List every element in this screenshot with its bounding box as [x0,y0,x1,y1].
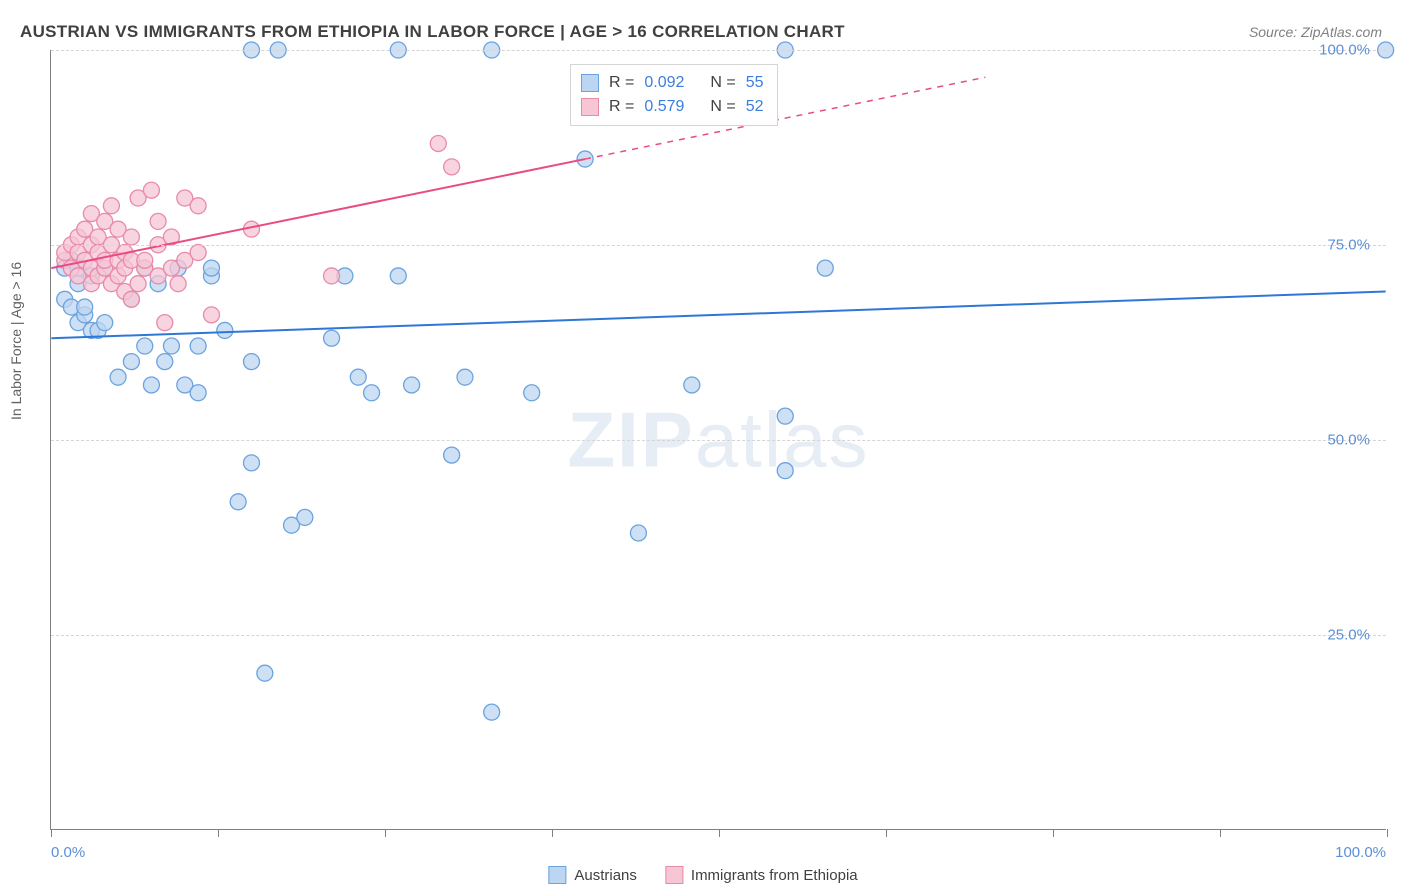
point-austrian [390,268,406,284]
point-austrian [143,377,159,393]
point-austrian [244,354,260,370]
point-austrian [157,354,173,370]
r-prefix: R = [609,74,634,92]
x-tick-label: 100.0% [1335,844,1386,861]
grid-line [51,440,1386,441]
legend-swatch-ethiopians [665,866,683,884]
y-tick-label: 50.0% [1327,432,1370,449]
point-austrian [217,322,233,338]
stats-row-ethiopians: R = 0.579 N = 52 [581,95,763,119]
point-austrian [364,385,380,401]
point-austrian [244,455,260,471]
point-austrian [817,260,833,276]
legend-item-ethiopians: Immigrants from Ethiopia [665,866,858,884]
point-austrian [123,354,139,370]
stats-legend: R = 0.092 N = 55 R = 0.579 N = 52 [570,64,778,126]
swatch-austrians [581,74,599,92]
point-austrian [457,369,473,385]
point-austrian [190,338,206,354]
point-ethiopian [190,245,206,261]
point-austrian [257,665,273,681]
chart-title: AUSTRIAN VS IMMIGRANTS FROM ETHIOPIA IN … [20,22,845,42]
point-austrian [484,704,500,720]
x-tick-label: 0.0% [51,844,85,861]
point-ethiopian [103,198,119,214]
point-austrian [97,315,113,331]
point-austrian [77,299,93,315]
grid-line [51,50,1386,51]
chart-container: AUSTRIAN VS IMMIGRANTS FROM ETHIOPIA IN … [0,0,1406,892]
r-prefix-2: R = [609,98,634,116]
grid-line [51,245,1386,246]
point-austrian [297,509,313,525]
trend-line-austrians [51,291,1385,338]
point-austrian [137,338,153,354]
y-axis-label: In Labor Force | Age > 16 [8,262,24,420]
n-prefix-2: N = [710,98,735,116]
point-ethiopian [157,315,173,331]
point-ethiopian [143,182,159,198]
point-austrian [190,385,206,401]
x-tick [51,829,52,837]
point-austrian [684,377,700,393]
point-ethiopian [444,159,460,175]
point-ethiopian [137,252,153,268]
plot-area: ZIPatlas 25.0%50.0%75.0%100.0%0.0%100.0% [50,50,1386,830]
point-ethiopian [190,198,206,214]
point-austrian [444,447,460,463]
point-ethiopian [203,307,219,323]
swatch-ethiopians [581,98,599,116]
point-ethiopian [170,276,186,292]
point-ethiopian [123,229,139,245]
stats-row-austrians: R = 0.092 N = 55 [581,71,763,95]
x-tick [385,829,386,837]
r-value-ethiopians: 0.579 [644,98,694,116]
legend-swatch-austrians [548,866,566,884]
point-austrian [404,377,420,393]
x-tick [552,829,553,837]
point-austrian [350,369,366,385]
r-value-austrians: 0.092 [644,74,694,92]
bottom-legend: Austrians Immigrants from Ethiopia [548,866,857,884]
point-ethiopian [123,291,139,307]
point-ethiopian [150,213,166,229]
x-tick [886,829,887,837]
point-austrian [324,330,340,346]
point-ethiopian [430,135,446,151]
point-austrian [230,494,246,510]
source-label: Source: ZipAtlas.com [1249,24,1382,40]
point-austrian [777,408,793,424]
x-tick [1220,829,1221,837]
legend-label-ethiopians: Immigrants from Ethiopia [691,867,858,884]
n-value-ethiopians: 52 [746,98,764,116]
y-tick-label: 25.0% [1327,627,1370,644]
grid-line [51,635,1386,636]
x-tick [719,829,720,837]
x-tick [1053,829,1054,837]
x-tick [218,829,219,837]
legend-item-austrians: Austrians [548,866,637,884]
point-austrian [630,525,646,541]
legend-label-austrians: Austrians [574,867,637,884]
n-prefix: N = [710,74,735,92]
point-ethiopian [130,276,146,292]
point-austrian [203,260,219,276]
point-austrian [163,338,179,354]
point-ethiopian [324,268,340,284]
y-tick-label: 75.0% [1327,237,1370,254]
n-value-austrians: 55 [746,74,764,92]
trend-line-ethiopians [51,159,585,268]
x-tick [1387,829,1388,837]
point-austrian [777,463,793,479]
point-austrian [110,369,126,385]
y-tick-label: 100.0% [1319,42,1370,59]
point-austrian [524,385,540,401]
